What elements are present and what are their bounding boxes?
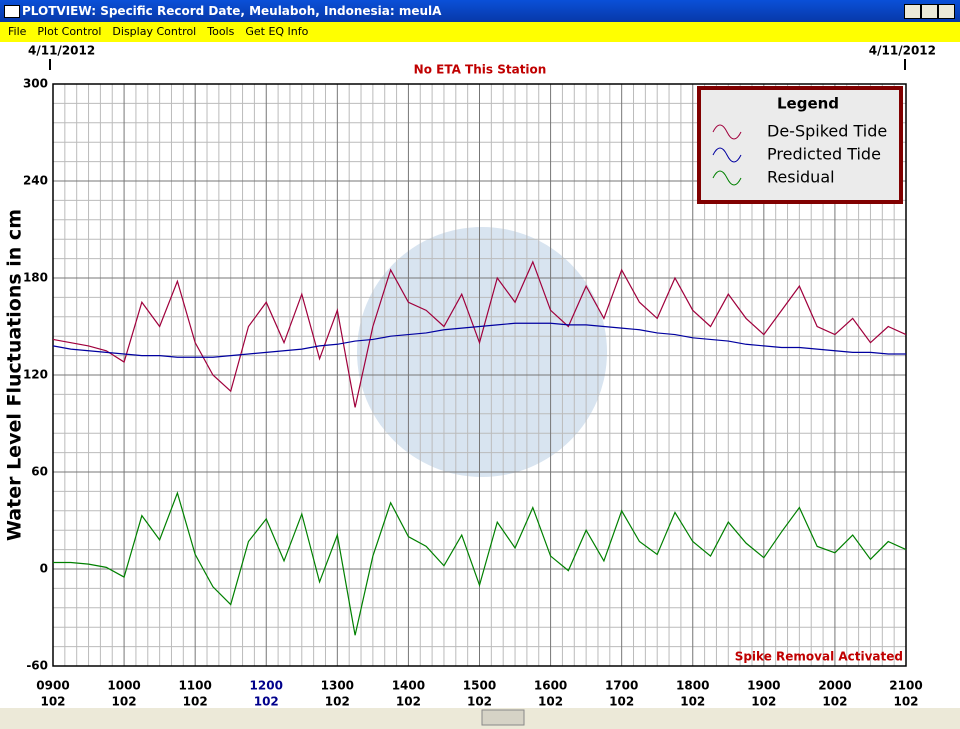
watermark: [357, 227, 607, 477]
x-tick-label: 1600: [534, 679, 567, 693]
x-tick-label: 1500: [463, 679, 496, 693]
y-tick-label: 180: [23, 271, 48, 285]
minimize-button[interactable]: [904, 4, 921, 19]
y-axis-label: Water Level Fluctuations in cm: [4, 209, 26, 541]
x-tick-sublabel: 102: [893, 695, 918, 709]
close-button[interactable]: [938, 4, 955, 19]
series-line: [52, 260, 907, 408]
scroll-thumb[interactable]: [481, 709, 525, 726]
x-tick-sublabel: 102: [40, 695, 65, 709]
x-tick-sublabel: 102: [325, 695, 350, 709]
x-tick-sublabel: 102: [112, 695, 137, 709]
series-line: [52, 322, 906, 358]
x-tick-label: 1300: [321, 679, 354, 693]
plot-frame: [52, 83, 907, 667]
x-tick-sublabel: 102: [680, 695, 705, 709]
x-tick-label: 1100: [178, 679, 211, 693]
maximize-button[interactable]: [921, 4, 938, 19]
menu-item[interactable]: File: [8, 25, 27, 38]
x-tick-sublabel: 102: [822, 695, 847, 709]
date-left: 4/11/2012: [28, 44, 95, 58]
annotation: Spike Removal Activated: [735, 650, 903, 664]
chart-title: No ETA This Station: [414, 63, 547, 77]
x-tick-label: 2100: [889, 679, 922, 693]
menu-item[interactable]: Display Control: [112, 25, 197, 38]
menu-item[interactable]: Plot Control: [37, 25, 102, 38]
legend-box: [697, 86, 903, 204]
window-title: PLOTVIEW: Specific Record Date, Meulaboh…: [22, 4, 442, 18]
x-tick-label: 1200: [250, 679, 283, 693]
x-tick-sublabel: 102: [467, 695, 492, 709]
legend-label: De-Spiked Tide: [767, 122, 887, 141]
x-tick-sublabel: 102: [609, 695, 634, 709]
x-tick-sublabel: 102: [538, 695, 563, 709]
x-tick-label: 1700: [605, 679, 638, 693]
x-tick-sublabel: 102: [751, 695, 776, 709]
legend-label: Residual: [767, 168, 835, 187]
x-tick-label: 1400: [392, 679, 425, 693]
legend-swatch: [712, 170, 742, 186]
x-tick-label: 2000: [818, 679, 851, 693]
y-tick-label: 120: [23, 368, 48, 382]
y-tick-label: 60: [31, 465, 48, 479]
legend-title: Legend: [777, 95, 839, 113]
x-tick-sublabel: 102: [183, 695, 208, 709]
series-line: [53, 491, 907, 636]
x-tick-label: 1900: [747, 679, 780, 693]
app-icon: [4, 5, 20, 18]
legend-swatch: [712, 124, 742, 140]
menu-bar: File Plot Control Display Control Tools Get …: [0, 22, 960, 42]
x-tick-label: 1000: [107, 679, 140, 693]
chart: -60 0 60 120 180 240 300 0900 102 1000 102 1100 102 1…: [0, 44, 960, 729]
x-tick-label: 1800: [676, 679, 709, 693]
x-tick-sublabel: 102: [396, 695, 421, 709]
y-tick-label: 300: [23, 77, 48, 91]
x-tick-sublabel: 102: [254, 695, 279, 709]
menu-item[interactable]: Get EQ Info: [245, 25, 309, 38]
legend-label: Predicted Tide: [767, 145, 881, 164]
y-tick-label: 240: [23, 174, 48, 188]
scrollbar[interactable]: [0, 708, 960, 729]
title-bar: PLOTVIEW: Specific Record Date, Meulaboh…: [0, 0, 960, 22]
y-tick-label: -60: [26, 659, 48, 673]
date-right: 4/11/2012: [869, 44, 936, 58]
x-tick-label: 0900: [36, 679, 69, 693]
legend-swatch: [712, 147, 742, 163]
menu-item[interactable]: Tools: [207, 25, 235, 38]
y-tick-label: 0: [40, 562, 48, 576]
